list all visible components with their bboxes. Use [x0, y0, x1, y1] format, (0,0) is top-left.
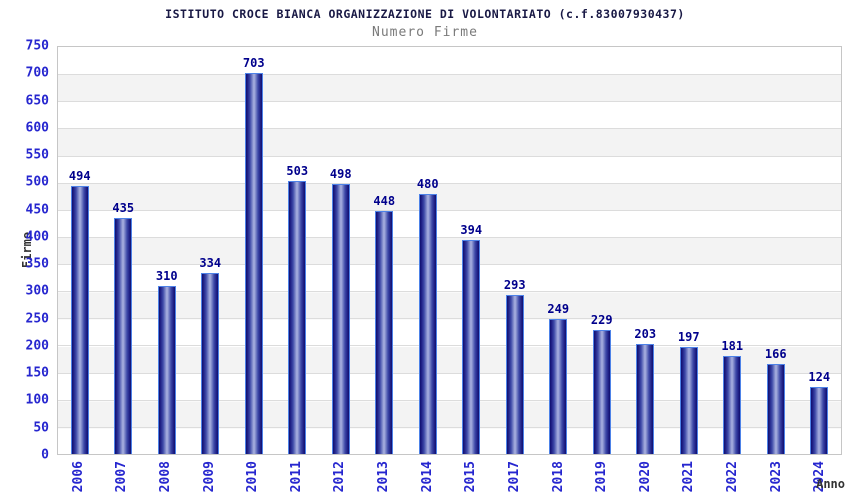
bar-value-label: 334	[199, 255, 222, 270]
y-tick-label: 600	[25, 120, 49, 136]
bar-value-label: 310	[155, 268, 178, 283]
bar-2021	[679, 347, 698, 454]
x-tick-label: 2013	[375, 461, 391, 493]
bar-value-label: 124	[808, 369, 831, 384]
y-tick-label: 150	[25, 365, 49, 381]
y-tick-label: 550	[25, 147, 49, 163]
gridline	[58, 128, 841, 130]
gridline	[58, 372, 841, 374]
bar-2017	[505, 295, 524, 454]
x-tick-label: 2014	[419, 461, 435, 493]
y-tick-label: 0	[41, 447, 49, 463]
y-axis-tick-labels: 0 50 100 150 200 250 300 350 400 450 500 550 600 650 7…	[0, 40, 57, 462]
bar-2009	[201, 272, 220, 454]
y-tick-label: 200	[25, 338, 49, 354]
chart-subtitle: Numero Firme	[372, 25, 478, 40]
y-tick-label: 300	[25, 283, 49, 299]
y-tick-label: 500	[25, 174, 49, 190]
bar-value-label: 435	[112, 200, 135, 215]
bar-value-label: 181	[721, 338, 744, 353]
y-tick-label: 450	[25, 202, 49, 218]
gridline	[58, 399, 841, 401]
plot-area: 494 435 310 334 703 503 498 448 480 394 293 249 229 2…	[57, 46, 842, 455]
x-tick-label: 2022	[724, 461, 740, 493]
bar-value-label: 166	[764, 346, 787, 361]
bar-2022	[723, 355, 742, 454]
gridline	[58, 426, 841, 428]
x-tick-label: 2023	[768, 461, 784, 493]
x-tick-label: 2007	[114, 461, 130, 493]
x-tick-label: 2011	[288, 461, 304, 493]
y-tick-label: 100	[25, 392, 49, 408]
y-tick-label: 650	[25, 93, 49, 109]
bar-value-label: 448	[373, 193, 396, 208]
x-tick-label: 2021	[681, 461, 697, 493]
bar-value-label: 703	[242, 55, 265, 70]
bar-value-label: 498	[329, 166, 352, 181]
bar-value-label: 494	[68, 168, 91, 183]
y-tick-label: 250	[25, 311, 49, 327]
bar-value-label: 197	[677, 330, 700, 345]
x-tick-label: 2018	[550, 461, 566, 493]
bar-2015	[462, 240, 481, 454]
bar-2011	[288, 181, 307, 454]
bar-2012	[331, 183, 350, 454]
bar-2018	[549, 318, 568, 454]
y-tick-label: 700	[25, 65, 49, 81]
bar-2006	[70, 185, 89, 454]
gridline	[58, 155, 841, 157]
x-axis-tick-labels: 2006 2007 2008 2009 2010 2011 2012 2013 2014 2015…	[57, 461, 842, 500]
x-tick-label: 2009	[201, 461, 217, 493]
bar-value-label: 229	[590, 312, 613, 327]
bar-2014	[418, 193, 437, 454]
bar-2024	[810, 386, 829, 454]
y-tick-label: 350	[25, 256, 49, 272]
x-tick-label: 2015	[463, 461, 479, 493]
bar-value-label: 293	[503, 278, 526, 292]
bar-2010	[244, 72, 263, 454]
chart-title: ISTITUTO CROCE BIANCA ORGANIZZAZIONE DI …	[165, 7, 685, 21]
gridline	[58, 209, 841, 211]
x-tick-label: 2017	[506, 461, 522, 493]
x-tick-label: 2012	[332, 461, 348, 493]
x-axis-title: Anno	[816, 477, 845, 491]
gridline	[58, 345, 841, 347]
gridline	[58, 101, 841, 103]
y-tick-label: 750	[25, 38, 49, 54]
x-tick-label: 2006	[70, 461, 86, 493]
x-tick-label: 2008	[157, 461, 173, 493]
bar-value-label: 503	[286, 164, 309, 179]
y-tick-label: 400	[25, 229, 49, 245]
y-tick-label: 50	[33, 420, 49, 436]
bar-value-label: 203	[634, 326, 657, 341]
bar-value-label: 249	[547, 301, 570, 316]
bar-2023	[766, 363, 785, 454]
gridline	[58, 318, 841, 320]
gridline	[58, 74, 841, 76]
gridline	[58, 236, 841, 238]
bar-2020	[636, 343, 655, 454]
bar-value-label: 480	[416, 176, 439, 191]
bar-value-label: 394	[460, 223, 483, 238]
gridline	[58, 291, 841, 293]
bar-2019	[592, 329, 611, 454]
bar-2008	[157, 285, 176, 454]
x-tick-label: 2020	[637, 461, 653, 493]
bar-2007	[114, 217, 133, 454]
gridline	[58, 182, 841, 184]
x-tick-label: 2010	[245, 461, 261, 493]
bar-2013	[375, 210, 394, 454]
x-tick-label: 2019	[593, 461, 609, 493]
gridline	[58, 264, 841, 266]
